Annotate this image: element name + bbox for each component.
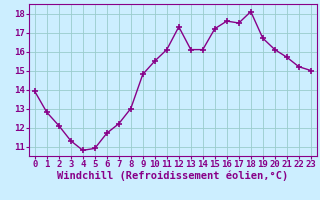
X-axis label: Windchill (Refroidissement éolien,°C): Windchill (Refroidissement éolien,°C) <box>57 171 288 181</box>
